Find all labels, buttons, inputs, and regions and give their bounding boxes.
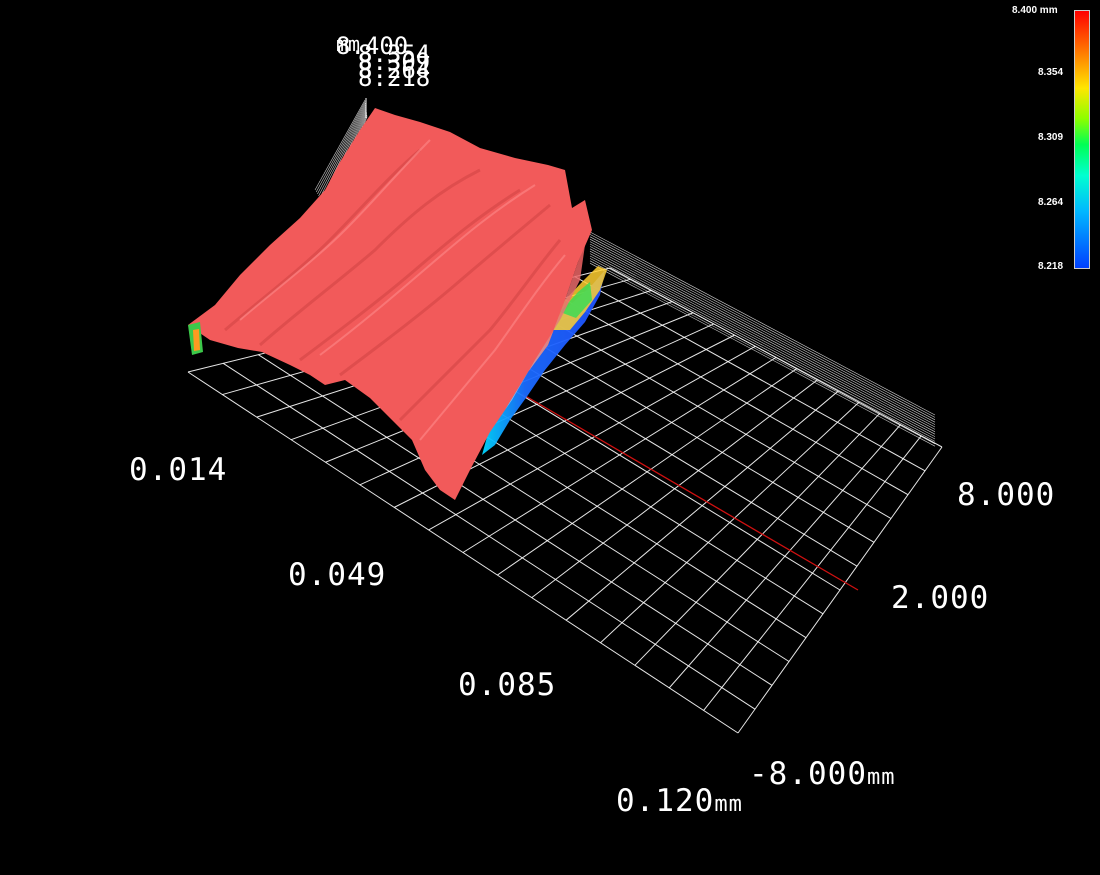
back-wall-grid-line bbox=[589, 258, 936, 442]
floor-grid-line bbox=[187, 371, 739, 734]
z-axis-tick-label: 8.354 bbox=[358, 40, 431, 68]
x-axis-tick-label: 0.120mm bbox=[616, 783, 743, 819]
z-axis-tick-label: 8.309 bbox=[358, 48, 431, 76]
left-wall-grid-line bbox=[314, 99, 366, 191]
back-wall-grid-line bbox=[589, 231, 936, 416]
y-axis-tick-label: -8.000mm bbox=[749, 756, 896, 792]
left-wall-grid-line bbox=[319, 105, 367, 199]
x-axis-tick-label: 0.049 bbox=[288, 557, 387, 593]
floor-grid bbox=[187, 267, 943, 734]
floor-grid-line bbox=[258, 354, 773, 686]
back-wall-grid-line bbox=[589, 248, 936, 433]
legend-tick-label: 8.264 bbox=[1038, 197, 1064, 208]
back-wall-grid-line bbox=[589, 238, 936, 423]
x-axis-unit: mm bbox=[714, 792, 743, 817]
surface-trench-edge-green bbox=[560, 282, 592, 318]
left-wall-grid-line bbox=[318, 104, 366, 197]
back-wall-grid-line bbox=[589, 234, 936, 418]
height-color-legend: 8.400 mm 8.354 8.309 8.264 8.218 bbox=[1008, 5, 1100, 272]
legend-max-label: 8.400 mm bbox=[1012, 5, 1058, 16]
surface-highlights bbox=[239, 139, 566, 441]
back-wall-grid-line bbox=[589, 253, 936, 437]
z-axis-tick-label: 8.218 bbox=[358, 64, 431, 92]
floor-grid-line bbox=[222, 362, 756, 710]
surface-ridges bbox=[224, 148, 562, 422]
legend-tick-label: 8.218 bbox=[1038, 261, 1064, 272]
back-wall-grid-line bbox=[589, 250, 936, 435]
left-wall-grid-line bbox=[315, 101, 366, 193]
x-axis-tick-label: 0.014 bbox=[129, 452, 228, 488]
floor-grid-line bbox=[609, 267, 943, 448]
legend-tick-label: 8.309 bbox=[1038, 132, 1064, 143]
back-wall-grid-line bbox=[589, 255, 936, 440]
back-wall-grid-line bbox=[589, 236, 936, 421]
surface-high-plateau bbox=[188, 108, 592, 500]
back-wall-grid bbox=[589, 231, 936, 447]
back-wall-grid-line bbox=[589, 262, 936, 447]
y-axis-tick-label: 2.000 bbox=[891, 580, 990, 616]
back-wall-grid-line bbox=[589, 241, 936, 425]
red-axis-marker-line bbox=[521, 393, 859, 591]
surface-left-edge-orange bbox=[193, 329, 200, 351]
legend-color-bar bbox=[1074, 10, 1090, 269]
legend-tick-label: 8.354 bbox=[1038, 67, 1064, 78]
floor-grid-line bbox=[539, 284, 909, 496]
z-axis-overlapping-labels: 8.400 mm 8.354 8.309 8.264 8.218 bbox=[336, 32, 431, 92]
back-wall-grid-line bbox=[589, 243, 936, 428]
floor-grid-line bbox=[574, 276, 926, 472]
y-axis-tick-label: 8.000 bbox=[957, 477, 1056, 513]
z-axis-tick-label: 8.264 bbox=[358, 56, 431, 84]
back-wall-grid-line bbox=[589, 246, 936, 430]
y-axis-unit: mm bbox=[866, 765, 896, 790]
x-axis-tick-label: 0.085 bbox=[458, 667, 557, 703]
left-wall-grid-line bbox=[317, 102, 366, 195]
back-wall-grid-line bbox=[589, 260, 936, 445]
